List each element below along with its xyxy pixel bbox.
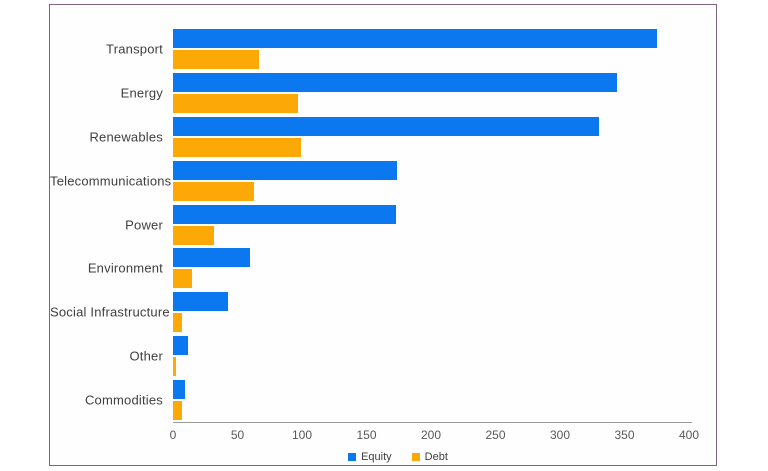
bar-debt <box>173 357 176 377</box>
category-row: Energy <box>50 71 716 115</box>
category-label: Power <box>125 217 163 232</box>
category-label: Environment <box>87 260 163 276</box>
bar-equity <box>173 336 189 356</box>
category-label: Social Infrastructure <box>50 304 170 320</box>
category-label: Transport <box>106 41 163 57</box>
bar-equity <box>173 380 185 400</box>
bar-group <box>173 248 251 289</box>
legend: Equity Debt <box>80 451 716 463</box>
legend-label: Debt <box>424 451 448 463</box>
category-label: Telecommunications <box>50 173 172 189</box>
bar-group <box>173 116 599 157</box>
legend-swatch-icon <box>348 453 357 461</box>
bar-equity <box>173 28 657 48</box>
bar-equity <box>173 292 229 312</box>
bar-group <box>173 380 185 421</box>
bar-group <box>173 28 657 69</box>
category-row: Commodities <box>50 378 716 422</box>
category-row: Transport <box>50 27 716 71</box>
bar-debt <box>173 49 260 69</box>
legend-label: Equity <box>361 451 392 463</box>
x-tick-label: 150 <box>356 428 377 442</box>
x-tick-label: 350 <box>614 428 635 442</box>
bar-rows: Transport Energy Renewables Telecommunicati… <box>50 27 716 422</box>
x-tick-label: 0 <box>169 428 177 442</box>
x-tick-label: 100 <box>291 428 313 442</box>
bar-debt <box>173 137 301 157</box>
category-label: Commodities <box>84 392 163 408</box>
x-tick-label: 250 <box>485 428 506 442</box>
legend-item-debt: Debt <box>411 451 448 463</box>
category-row: Renewables <box>50 115 716 159</box>
category-label: Energy <box>120 85 163 101</box>
category-row: Social Infrastructure <box>50 290 716 334</box>
category-row: Power <box>50 203 716 247</box>
legend-swatch-icon <box>411 453 420 461</box>
bar-group <box>173 204 397 245</box>
bar-debt <box>173 269 193 289</box>
bar-group <box>173 336 189 377</box>
x-tick-label: 200 <box>420 428 442 442</box>
bar-equity <box>173 248 251 268</box>
legend-item-equity: Equity <box>348 451 392 463</box>
bar-equity <box>173 116 599 136</box>
x-tick-label: 300 <box>549 428 571 442</box>
category-label: Renewables <box>89 129 163 145</box>
category-row: Telecommunications <box>50 159 716 203</box>
bar-debt <box>173 313 183 333</box>
bar-debt <box>173 225 215 245</box>
x-tick-label: 50 <box>230 428 245 442</box>
bar-group <box>173 292 229 333</box>
x-tick-label: 400 <box>678 428 700 442</box>
bar-group <box>173 160 398 201</box>
bar-debt <box>173 401 183 421</box>
chart-frame: Transport Energy Renewables Telecommunicati… <box>49 4 717 466</box>
bar-debt <box>173 93 299 113</box>
bar-debt <box>173 181 255 201</box>
category-row: Environment <box>50 246 716 290</box>
bar-equity <box>173 204 397 224</box>
category-label: Other <box>129 348 163 364</box>
bar-equity <box>173 72 617 92</box>
x-axis-line <box>173 422 692 423</box>
category-row: Other <box>50 334 716 378</box>
bar-equity <box>173 160 398 180</box>
bar-group <box>173 72 617 113</box>
